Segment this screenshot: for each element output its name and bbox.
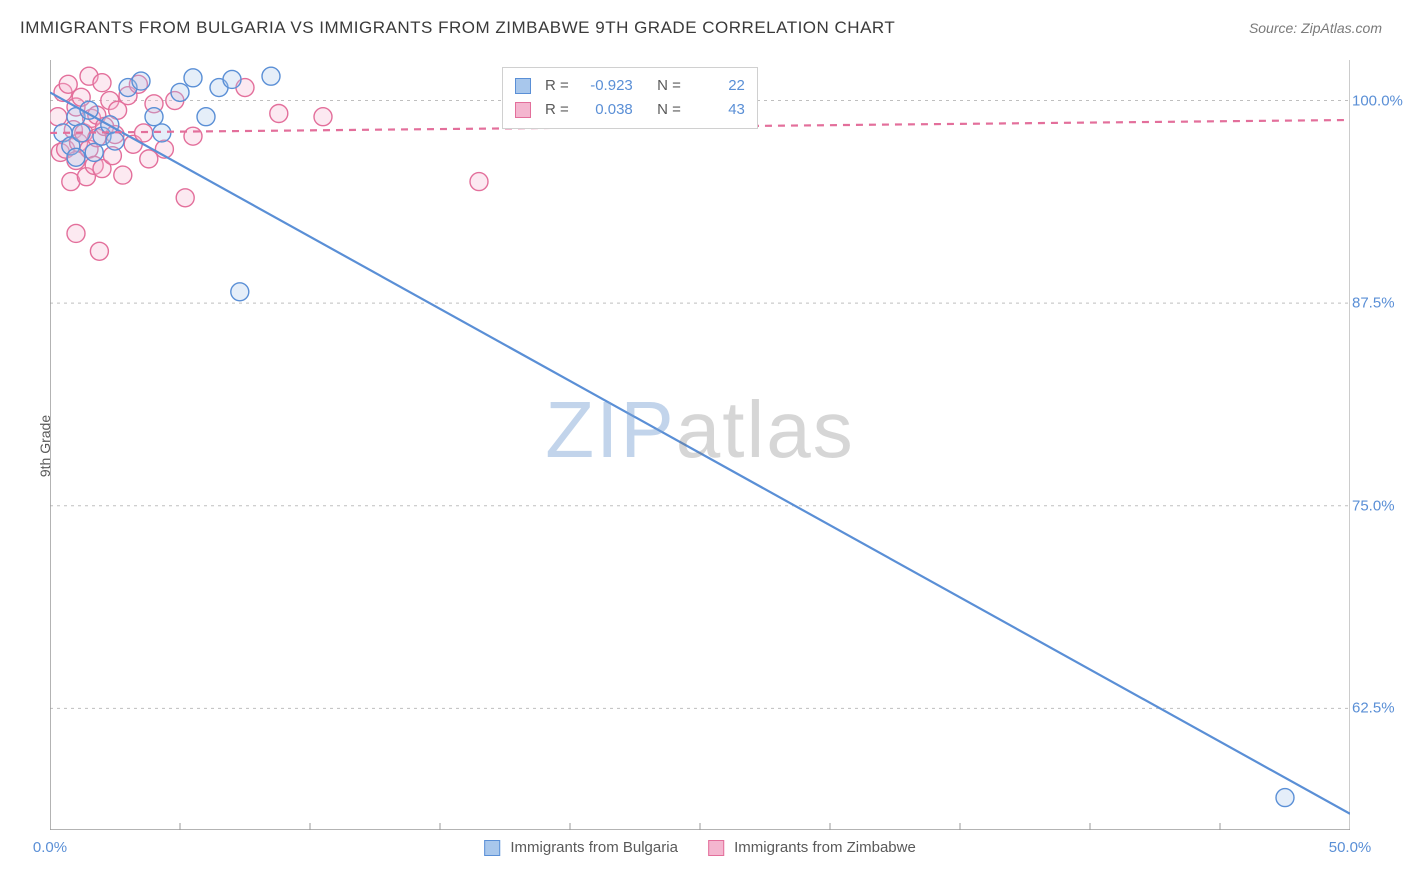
y-tick-label: 100.0% [1352, 92, 1400, 109]
legend-swatch-bulgaria [484, 840, 500, 856]
correlation-row-bulgaria: R = -0.923 N = 22 [515, 74, 745, 98]
legend-swatch-zimbabwe [708, 840, 724, 856]
legend-item-zimbabwe: Immigrants from Zimbabwe [708, 839, 916, 856]
corr-swatch-bulgaria [515, 78, 531, 94]
corr-R-label: R = [545, 98, 569, 122]
chart-svg [50, 60, 1350, 830]
correlation-row-zimbabwe: R = 0.038 N = 43 [515, 98, 745, 122]
legend-bottom: Immigrants from Bulgaria Immigrants from… [484, 839, 916, 856]
chart-source: Source: ZipAtlas.com [1249, 20, 1382, 36]
y-tick-label: 87.5% [1352, 295, 1400, 312]
corr-N-label: N = [657, 98, 681, 122]
y-tick-label: 62.5% [1352, 700, 1400, 717]
corr-R-label: R = [545, 74, 569, 98]
corr-R-zimbabwe: 0.038 [577, 98, 633, 122]
y-tick-label: 75.0% [1352, 497, 1400, 514]
correlation-box: R = -0.923 N = 22 R = 0.038 N = 43 [502, 67, 758, 129]
legend-label-bulgaria: Immigrants from Bulgaria [510, 839, 678, 856]
corr-N-label: N = [657, 74, 681, 98]
x-tick-label: 0.0% [33, 839, 67, 856]
corr-R-bulgaria: -0.923 [577, 74, 633, 98]
chart-title: IMMIGRANTS FROM BULGARIA VS IMMIGRANTS F… [20, 18, 895, 38]
legend-label-zimbabwe: Immigrants from Zimbabwe [734, 839, 916, 856]
chart-plot-area: ZIPatlas 62.5%75.0%87.5%100.0% 0.0%50.0%… [50, 60, 1350, 830]
corr-swatch-zimbabwe [515, 102, 531, 118]
legend-item-bulgaria: Immigrants from Bulgaria [484, 839, 678, 856]
x-tick-label: 50.0% [1329, 839, 1372, 856]
corr-N-zimbabwe: 43 [689, 98, 745, 122]
corr-N-bulgaria: 22 [689, 74, 745, 98]
